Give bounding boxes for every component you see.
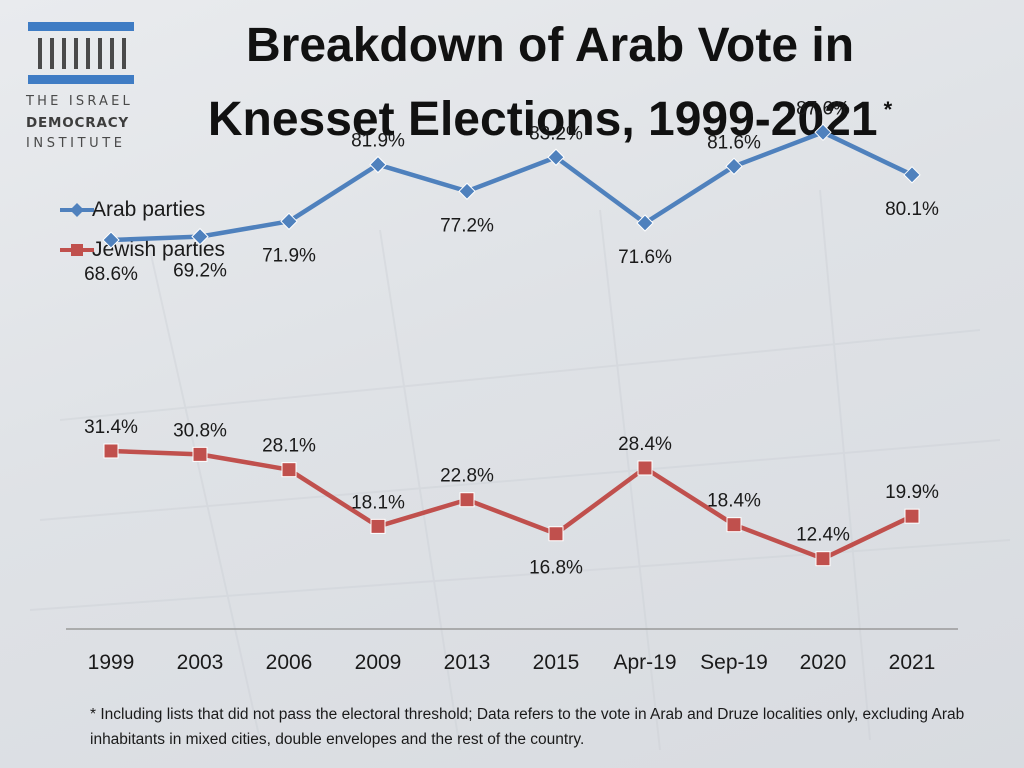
data-label-arab-parties: 69.2% bbox=[173, 261, 227, 282]
data-label-jewish-parties: 12.4% bbox=[796, 525, 850, 546]
data-label-jewish-parties: 16.8% bbox=[529, 558, 583, 579]
idi-logo: THE ISRAEL DEMOCRACY INSTITUTE bbox=[22, 22, 140, 152]
data-point-jewish-parties bbox=[726, 517, 742, 533]
data-label-jewish-parties: 19.9% bbox=[885, 482, 939, 503]
legend-swatch-arab-diamond bbox=[60, 203, 94, 217]
data-label-jewish-parties: 30.8% bbox=[173, 420, 227, 441]
data-label-arab-parties: 71.9% bbox=[262, 245, 316, 266]
data-point-arab-parties bbox=[636, 214, 654, 232]
data-label-arab-parties: 68.6% bbox=[84, 264, 138, 285]
series-line-arab-parties bbox=[110, 130, 913, 243]
data-label-arab-parties: 81.6% bbox=[707, 132, 761, 153]
data-label-jewish-parties: 31.4% bbox=[84, 417, 138, 438]
x-tick-label: 2015 bbox=[533, 651, 580, 674]
data-point-jewish-parties bbox=[370, 518, 386, 534]
data-point-jewish-parties bbox=[459, 492, 475, 508]
data-label-arab-parties: 80.1% bbox=[885, 199, 939, 220]
data-point-jewish-parties bbox=[815, 551, 831, 567]
data-label-arab-parties: 83.2% bbox=[529, 123, 583, 144]
footnote: * Including lists that did not pass the … bbox=[90, 706, 965, 748]
data-label-arab-parties: 77.2% bbox=[440, 215, 494, 236]
data-label-jewish-parties: 28.4% bbox=[618, 434, 672, 455]
x-tick-label: Sep-19 bbox=[700, 651, 768, 674]
data-point-arab-parties bbox=[102, 231, 120, 249]
x-tick-label: 2021 bbox=[889, 651, 936, 674]
data-point-jewish-parties bbox=[103, 443, 119, 459]
data-point-jewish-parties bbox=[281, 462, 297, 478]
chart-title: Breakdown of Arab Vote in Knesset Electi… bbox=[170, 14, 930, 152]
x-tick-label: 2003 bbox=[177, 651, 224, 674]
title-line2: Knesset Elections, 1999-2021 bbox=[207, 93, 878, 146]
series-line-jewish-parties bbox=[110, 448, 913, 561]
data-point-arab-parties bbox=[725, 157, 743, 176]
data-label-jewish-parties: 28.1% bbox=[262, 436, 316, 457]
x-tick-label: 2006 bbox=[266, 651, 313, 674]
chart-legend: Arab parties Jewish parties bbox=[60, 196, 280, 276]
data-label-jewish-parties: 18.1% bbox=[351, 492, 405, 513]
data-label-jewish-parties: 22.8% bbox=[440, 466, 494, 487]
x-tick-label: 2009 bbox=[355, 651, 402, 674]
legend-swatch-jewish-square bbox=[60, 244, 94, 256]
data-point-jewish-parties bbox=[192, 446, 208, 462]
x-tick-label: Apr-19 bbox=[613, 651, 676, 674]
legend-label-arab-parties: Arab parties bbox=[92, 198, 206, 221]
data-point-arab-parties bbox=[547, 148, 565, 166]
data-point-arab-parties bbox=[903, 166, 921, 184]
title-line1: Breakdown of Arab Vote in bbox=[245, 19, 855, 72]
legend-label-jewish-parties: Jewish parties bbox=[92, 238, 226, 261]
data-point-jewish-parties bbox=[548, 526, 564, 542]
institute-columns-icon bbox=[28, 22, 134, 84]
data-point-jewish-parties bbox=[637, 460, 653, 476]
data-label-arab-parties: 71.6% bbox=[618, 247, 672, 268]
data-point-arab-parties bbox=[369, 155, 387, 174]
data-point-arab-parties bbox=[191, 227, 209, 246]
legend-item-jewish-parties: Jewish parties bbox=[60, 236, 280, 276]
x-tick-label: 1999 bbox=[88, 651, 135, 674]
data-point-arab-parties bbox=[458, 182, 476, 200]
logo-text-line3: INSTITUTE bbox=[26, 136, 126, 151]
data-label-arab-parties: 87.6% bbox=[796, 98, 850, 119]
data-point-arab-parties bbox=[280, 212, 298, 231]
logo-text-line1: THE ISRAEL bbox=[26, 94, 134, 109]
logo-text-line2: DEMOCRACY bbox=[26, 115, 129, 131]
data-label-arab-parties: 81.9% bbox=[351, 131, 405, 152]
data-point-arab-parties bbox=[814, 123, 832, 142]
x-tick-label: 2013 bbox=[444, 651, 491, 674]
data-label-jewish-parties: 18.4% bbox=[707, 491, 761, 512]
x-tick-label: 2020 bbox=[800, 651, 847, 674]
data-point-jewish-parties bbox=[904, 508, 920, 524]
title-footnote-marker: * bbox=[883, 97, 893, 122]
legend-item-arab-parties: Arab parties bbox=[60, 196, 280, 236]
